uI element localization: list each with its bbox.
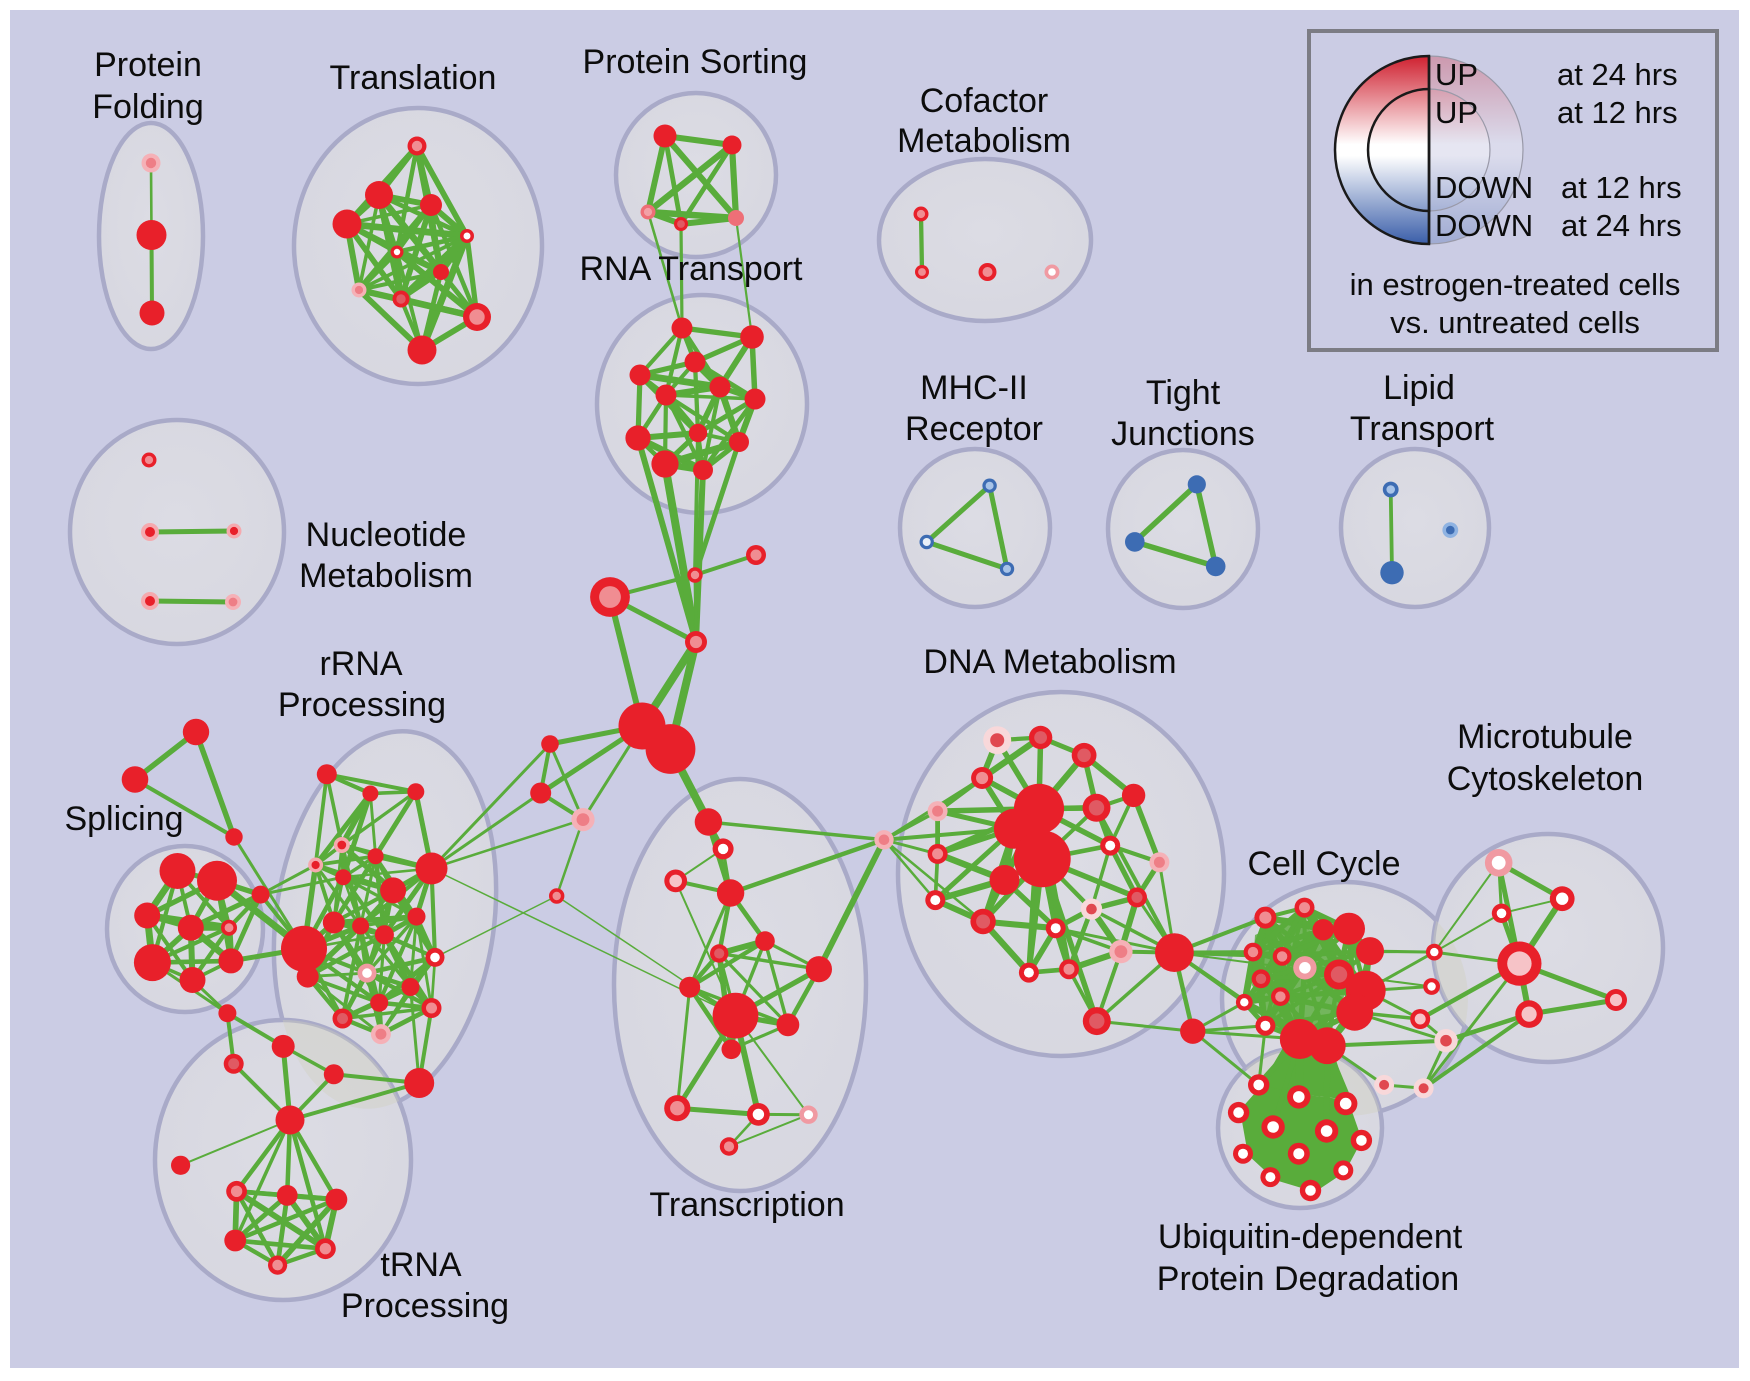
svg-text:Processing: Processing [341,1287,509,1325]
svg-text:Protein Sorting: Protein Sorting [583,43,808,81]
svg-text:Cell Cycle: Cell Cycle [1247,845,1400,883]
svg-text:Processing: Processing [278,686,446,724]
svg-text:tRNA: tRNA [380,1246,462,1284]
svg-text:Nucleotide: Nucleotide [306,516,467,554]
svg-text:at 12 hrs: at 12 hrs [1557,95,1678,130]
svg-text:Folding: Folding [92,88,204,126]
svg-text:DOWN: DOWN [1435,170,1533,205]
svg-text:in estrogen-treated cells: in estrogen-treated cells [1350,267,1681,302]
svg-text:Transcription: Transcription [649,1186,844,1224]
svg-text:Splicing: Splicing [64,800,183,838]
svg-text:Receptor: Receptor [905,410,1043,448]
svg-text:Junctions: Junctions [1111,415,1255,453]
svg-text:at 12 hrs: at 12 hrs [1561,170,1682,205]
svg-text:vs. untreated cells: vs. untreated cells [1390,305,1640,340]
svg-text:DNA Metabolism: DNA Metabolism [923,643,1176,681]
svg-text:Protein: Protein [94,46,202,84]
svg-text:at 24 hrs: at 24 hrs [1557,57,1678,92]
svg-text:rRNA: rRNA [319,645,402,683]
svg-text:DOWN: DOWN [1435,208,1533,243]
svg-text:UP: UP [1435,95,1478,130]
svg-text:UP: UP [1435,57,1478,92]
svg-text:Transport: Transport [1350,410,1495,448]
svg-text:at 24 hrs: at 24 hrs [1561,208,1682,243]
svg-text:Protein Degradation: Protein Degradation [1157,1260,1459,1298]
svg-text:RNA Transport: RNA Transport [580,250,804,288]
svg-text:Microtubule: Microtubule [1457,718,1633,756]
svg-text:MHC-II: MHC-II [920,369,1028,407]
svg-text:Lipid: Lipid [1383,369,1455,407]
svg-text:Cofactor: Cofactor [920,82,1049,120]
svg-text:Cytoskeleton: Cytoskeleton [1447,760,1644,798]
svg-text:Metabolism: Metabolism [897,122,1071,160]
svg-text:Ubiquitin-dependent: Ubiquitin-dependent [1158,1218,1463,1256]
svg-text:Tight: Tight [1146,374,1221,412]
svg-text:Metabolism: Metabolism [299,557,473,595]
svg-text:Translation: Translation [330,59,497,97]
